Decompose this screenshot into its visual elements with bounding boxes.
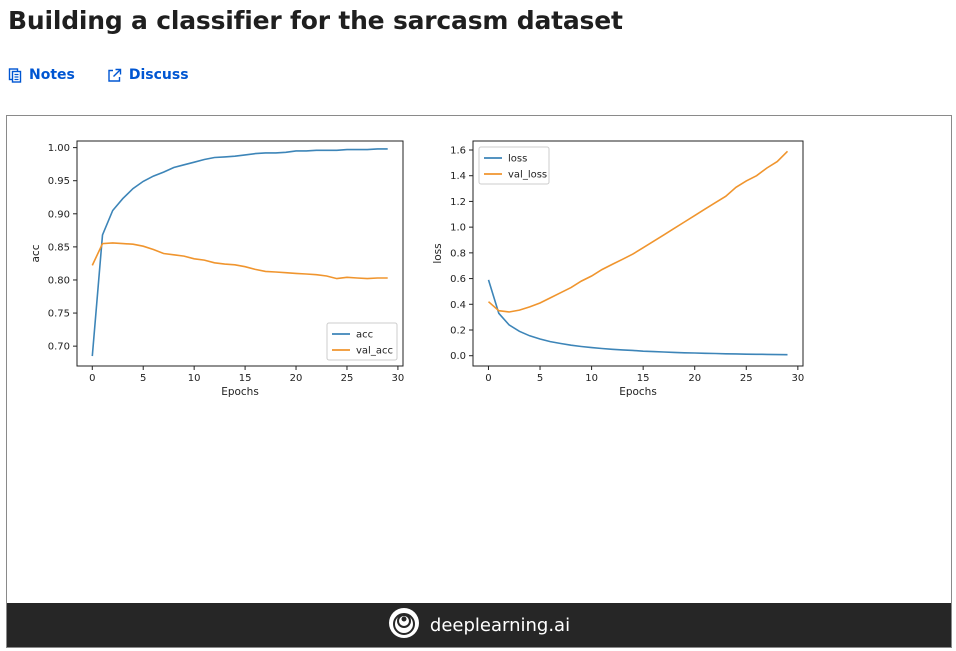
x-tick-label: 30 [392, 373, 405, 384]
deeplearning-logo-icon [388, 607, 420, 644]
footer-brand: deeplearning.ai [429, 614, 571, 636]
x-tick-label: 0 [89, 373, 95, 384]
legend-label: val_acc [356, 346, 393, 357]
y-tick-label: 1.6 [450, 146, 466, 157]
y-tick-label: 0.75 [48, 309, 70, 320]
series-line-val-loss [487, 150, 789, 313]
x-tick-label: 0 [485, 373, 491, 384]
chart-loss: 0 5 10 15 20 25 30 0.0 0.2 0.4 0.6 0.8 1.0 1.2 1.4 1.6 E… [432, 140, 804, 398]
legend-label: val_loss [508, 170, 547, 181]
x-tick-label: 5 [537, 373, 543, 384]
series-line-acc [91, 148, 388, 357]
y-axis-label: acc [30, 244, 42, 262]
y-tick-label: 0.90 [48, 209, 70, 220]
notes-link-label: Notes [29, 67, 75, 83]
y-tick-label: 1.2 [450, 197, 466, 208]
y-tick-label: 0.80 [48, 275, 70, 286]
y-tick-label: 0.2 [450, 326, 466, 337]
legend: loss val_loss [478, 146, 550, 185]
y-tick-label: 0.6 [450, 274, 466, 285]
y-tick-label: 1.4 [450, 171, 466, 182]
x-tick-label: 20 [290, 373, 303, 384]
y-tick-label: 0.70 [48, 342, 70, 353]
y-tick-label: 0.8 [450, 248, 466, 259]
series-line-loss [487, 279, 788, 356]
page-title: Building a classifier for the sarcasm da… [8, 6, 623, 35]
x-axis-label: Epochs [221, 386, 259, 398]
y-tick-label: 0.0 [450, 351, 466, 362]
training-charts: 0 5 10 15 20 25 300.700.750.800.850.900.951.00… [30, 140, 804, 398]
x-tick-label: 20 [688, 373, 701, 384]
discuss-link-label: Discuss [128, 67, 189, 83]
chart-accuracy: 0 5 10 15 20 25 30 0.70 0.75 0.80 0.85 0.90 0.95 1.00… [30, 140, 405, 398]
video-footer-bar: deeplearning.ai [7, 603, 951, 647]
y-tick-label: 0.4 [450, 300, 466, 311]
external-link-icon [107, 68, 122, 83]
x-tick-label: 30 [791, 373, 804, 384]
y-tick-label: 0.85 [48, 242, 70, 253]
x-tick-label: 5 [140, 373, 146, 384]
series-line-val-acc [91, 242, 388, 280]
x-tick-label: 25 [341, 373, 354, 384]
legend-label: loss [508, 154, 527, 165]
discuss-link[interactable]: Discuss [107, 67, 189, 83]
x-tick-label: 15 [239, 373, 252, 384]
x-tick-label: 15 [637, 373, 650, 384]
x-tick-label: 10 [585, 373, 598, 384]
legend-label: acc [356, 330, 373, 341]
y-tick-label: 1.00 [48, 143, 70, 154]
lesson-links: Notes Discuss [8, 67, 189, 83]
legend: acc val_acc [326, 322, 398, 361]
x-tick-label: 25 [740, 373, 753, 384]
y-tick-label: 0.95 [48, 176, 70, 187]
y-axis-label: loss [432, 243, 444, 263]
notes-icon [8, 67, 22, 83]
y-tick-label: 1.0 [450, 223, 466, 234]
notes-link[interactable]: Notes [8, 67, 75, 83]
lecture-video-frame[interactable]: 0 5 10 15 20 25 30 0.70 0.75 0.80 0.85 0.90 0.95 1.00… [6, 115, 952, 648]
x-tick-label: 10 [188, 373, 201, 384]
x-axis-label: Epochs [619, 386, 657, 398]
